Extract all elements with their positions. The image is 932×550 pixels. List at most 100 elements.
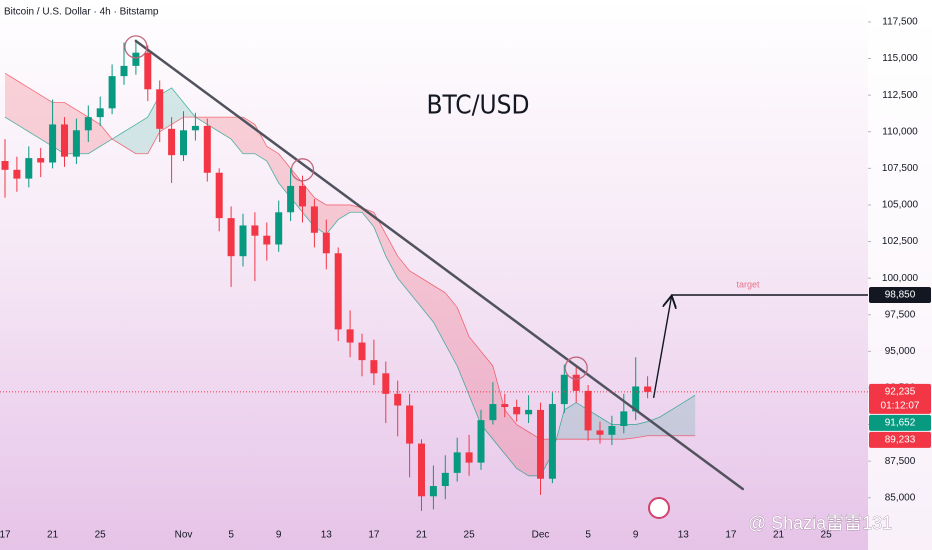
- target-price-label: 98,850: [885, 290, 916, 301]
- x-tick-label: 13: [321, 530, 333, 541]
- chart-title: Bitcoin / U.S. Dollar · 4h · Bitstamp: [4, 7, 159, 18]
- cloud-segment: [623, 424, 636, 440]
- candle-body: [370, 360, 378, 374]
- y-tick-label: 107,500: [882, 163, 919, 174]
- candle-body: [346, 329, 354, 343]
- cloud-segment: [409, 270, 422, 308]
- candle-body: [61, 124, 68, 157]
- candle-body: [477, 420, 485, 463]
- candle-body: [49, 124, 57, 163]
- candle-body: [513, 406, 521, 415]
- y-tick-label: 100,000: [882, 273, 919, 284]
- candle-body: [465, 452, 473, 463]
- candle-body: [13, 169, 21, 179]
- candle-body: [132, 52, 140, 66]
- candle-body: [537, 409, 544, 479]
- cloud-segment: [112, 131, 124, 147]
- price-label: 89,233: [885, 434, 916, 445]
- candle-body: [156, 89, 164, 129]
- x-tick-label: 21: [773, 530, 785, 541]
- y-tick-label: 105,000: [882, 200, 919, 211]
- x-tick-label: 21: [47, 530, 59, 541]
- countdown: 01:12:07: [881, 400, 920, 411]
- target-price-box: [869, 286, 931, 303]
- candle-body: [84, 117, 92, 131]
- candle-body: [620, 411, 628, 427]
- price-label-box: [869, 383, 931, 414]
- candle-body: [334, 253, 342, 330]
- cloud-segment: [397, 256, 410, 293]
- candle-body: [596, 430, 604, 435]
- highlight-circle: [124, 35, 148, 59]
- x-tick-label: 17: [725, 530, 737, 541]
- candle-body: [418, 443, 425, 497]
- cloud-segment: [373, 212, 386, 257]
- cloud-span-a: [4, 87, 696, 477]
- candle-body: [394, 393, 402, 406]
- candle-body: [608, 426, 616, 435]
- cloud-segment: [207, 117, 220, 132]
- candle-body: [1, 161, 9, 170]
- candle-body: [25, 158, 33, 179]
- candle-body: [299, 185, 306, 207]
- candle-body: [191, 125, 199, 131]
- candle-body: [96, 108, 104, 118]
- y-tick-label: 117,500: [882, 17, 918, 28]
- candle-body: [441, 472, 449, 487]
- cloud-segment: [564, 402, 577, 440]
- cloud-segment: [516, 424, 529, 476]
- cloud-segment: [433, 285, 446, 345]
- candle-body: [382, 373, 390, 394]
- x-tick-label: 21: [416, 530, 428, 541]
- candle-body: [287, 185, 295, 213]
- candle-body: [501, 404, 509, 407]
- price-axis-bg: [868, 0, 932, 550]
- candle-body: [227, 218, 235, 257]
- x-tick-label: Dec: [532, 530, 550, 541]
- y-tick-label: 97,500: [885, 309, 916, 320]
- y-tick-label: 102,500: [882, 236, 919, 247]
- candle-body: [120, 65, 128, 77]
- cloud-segment: [326, 204, 339, 235]
- candle-body: [168, 128, 176, 156]
- candle-body: [251, 225, 259, 236]
- cloud-segment: [671, 402, 684, 436]
- cloud-segment: [683, 395, 696, 436]
- x-tick-label: Nov: [175, 530, 193, 541]
- cloud-segment: [124, 124, 136, 154]
- x-tick-label: 25: [821, 530, 833, 541]
- candle-body: [406, 405, 414, 444]
- price-label-box: [869, 431, 931, 448]
- candle-body: [525, 409, 533, 415]
- x-tick-label: 25: [95, 530, 107, 541]
- cloud-segment: [385, 234, 398, 279]
- cloud-segment: [362, 207, 374, 227]
- cloud-segment: [445, 292, 458, 366]
- candle-body: [560, 374, 568, 405]
- candle-body: [584, 390, 592, 431]
- candle-body: [453, 452, 461, 473]
- price-label: 91,652: [885, 417, 916, 428]
- x-tick-label: 5: [228, 530, 234, 541]
- y-tick-label: 95,000: [885, 346, 916, 357]
- candle-body: [263, 235, 271, 245]
- candle-body: [144, 52, 152, 90]
- candle-body: [358, 342, 366, 361]
- cloud-segment: [492, 365, 505, 454]
- candle-body: [275, 212, 283, 245]
- candle-body: [489, 404, 497, 421]
- cloud-segment: [171, 87, 184, 125]
- price-label: 92,235: [885, 386, 916, 397]
- x-tick-label: 17: [368, 530, 380, 541]
- target-arrow: [652, 297, 672, 398]
- candle-body: [572, 374, 580, 391]
- y-tick-label: 87,500: [885, 456, 916, 467]
- x-tick-label: 9: [276, 530, 282, 541]
- annotation: BTC/USD: [426, 91, 529, 121]
- y-tick-label: 112,500: [882, 90, 918, 101]
- y-tick-label: 115,000: [882, 53, 918, 64]
- candle-body: [215, 172, 223, 219]
- y-tick-label: 110,000: [882, 126, 918, 137]
